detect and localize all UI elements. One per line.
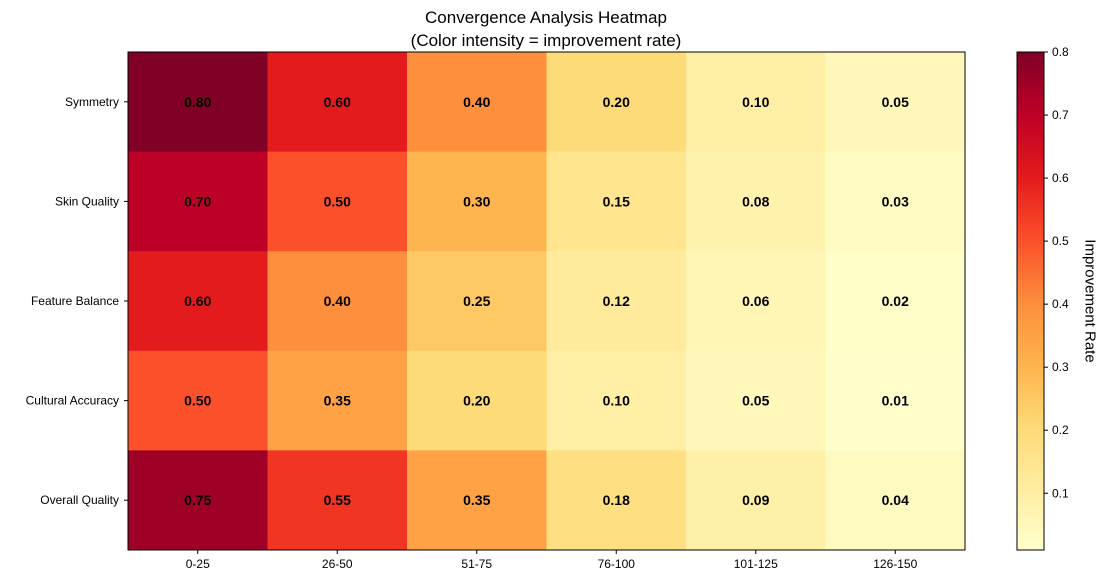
heatmap-cell: [546, 450, 687, 551]
heatmap-cell: [825, 450, 966, 551]
heatmap-cell: [128, 350, 268, 451]
heatmap-cell: [686, 450, 826, 551]
cell-value-label: 0.01: [882, 393, 909, 409]
colorbar-label: Improvement Rate: [1082, 239, 1099, 362]
heatmap-cell: [546, 151, 687, 252]
x-tick-label: 76-100: [598, 557, 636, 571]
colorbar-axis: 0.1 0.2 0.3 0.4 0.5 0.6 0.7 0.8: [1044, 45, 1069, 500]
cell-value-label: 0.55: [324, 492, 351, 508]
x-axis: 0-25 26-50 51-75 76-100 101-125 126-150: [186, 550, 918, 571]
cell-value-label: 0.60: [324, 94, 351, 110]
cell-value-label: 0.30: [463, 193, 490, 209]
cell-value-label: 0.09: [742, 492, 769, 508]
colorbar-tick-label: 0.1: [1052, 486, 1069, 500]
cell-value-label: 0.12: [603, 293, 630, 309]
cell-value-label: 0.15: [603, 193, 630, 209]
heatmap-cell: [546, 350, 687, 451]
y-axis: Symmetry Skin Quality Feature Balance Cultu…: [26, 95, 128, 507]
heatmap-cells: [128, 52, 966, 551]
heatmap-cell: [686, 251, 826, 352]
colorbar-tick-label: 0.2: [1052, 423, 1069, 437]
cell-value-label: 0.10: [603, 393, 630, 409]
heatmap-cell: [825, 251, 966, 352]
heatmap-cell: [267, 350, 408, 451]
cell-value-label: 0.25: [463, 293, 490, 309]
cell-value-label: 0.10: [742, 94, 769, 110]
heatmap-cell: [825, 151, 966, 252]
x-tick-label: 51-75: [461, 557, 492, 571]
heatmap-cell: [407, 450, 547, 551]
cell-value-label: 0.70: [184, 193, 211, 209]
heatmap-cell: [407, 151, 547, 252]
cell-value-label: 0.60: [184, 293, 211, 309]
cell-value-label: 0.80: [184, 94, 211, 110]
y-tick-label: Cultural Accuracy: [26, 394, 119, 408]
cell-value-label: 0.50: [324, 193, 351, 209]
heatmap-cell: [267, 52, 408, 153]
cell-value-label: 0.02: [882, 293, 909, 309]
heatmap-cell: [267, 151, 408, 252]
cell-value-label: 0.20: [463, 393, 490, 409]
cell-value-label: 0.35: [324, 393, 351, 409]
heatmap-cell: [686, 52, 826, 153]
y-tick-label: Skin Quality: [55, 194, 119, 208]
heatmap-cell-labels: 0.80 0.60 0.40 0.20 0.10 0.05 0.70 0.50 0.30 0.15…: [184, 94, 909, 508]
heatmap-cell: [267, 251, 408, 352]
cell-value-label: 0.40: [324, 293, 351, 309]
cell-value-label: 0.03: [882, 193, 909, 209]
cell-value-label: 0.18: [603, 492, 630, 508]
heatmap-cell: [686, 350, 826, 451]
cell-value-label: 0.05: [742, 393, 769, 409]
x-tick-label: 126-150: [873, 557, 917, 571]
colorbar-tick-label: 0.8: [1052, 45, 1069, 59]
x-tick-label: 0-25: [186, 557, 210, 571]
cell-value-label: 0.06: [742, 293, 769, 309]
cell-value-label: 0.05: [882, 94, 909, 110]
heatmap-cell: [128, 52, 268, 153]
chart-title: Convergence Analysis Heatmap: [425, 8, 667, 27]
y-tick-label: Symmetry: [65, 95, 119, 109]
chart-subtitle: (Color intensity = improvement rate): [411, 31, 682, 50]
heatmap-cell: [407, 251, 547, 352]
heatmap-cell: [128, 450, 268, 551]
cell-value-label: 0.08: [742, 193, 769, 209]
cell-value-label: 0.04: [882, 492, 909, 508]
y-tick-label: Overall Quality: [40, 493, 119, 507]
cell-value-label: 0.35: [463, 492, 490, 508]
colorbar-tick-label: 0.7: [1052, 108, 1069, 122]
heatmap-cell: [825, 350, 966, 451]
heatmap-cell: [546, 52, 687, 153]
heatmap-cell: [128, 251, 268, 352]
heatmap-cell: [128, 151, 268, 252]
heatmap-cell: [407, 52, 547, 153]
x-tick-label: 101-125: [734, 557, 778, 571]
cell-value-label: 0.20: [603, 94, 630, 110]
heatmap-cell: [407, 350, 547, 451]
y-tick-label: Feature Balance: [31, 294, 119, 308]
heatmap-cell: [686, 151, 826, 252]
colorbar: [1016, 51, 1045, 551]
cell-value-label: 0.40: [463, 94, 490, 110]
heatmap-cell: [267, 450, 408, 551]
colorbar-tick-label: 0.6: [1052, 171, 1069, 185]
colorbar-tick-label: 0.4: [1052, 297, 1069, 311]
cell-value-label: 0.75: [184, 492, 211, 508]
x-tick-label: 26-50: [322, 557, 353, 571]
cell-value-label: 0.50: [184, 393, 211, 409]
colorbar-tick-label: 0.3: [1052, 360, 1069, 374]
colorbar-tick-label: 0.5: [1052, 234, 1069, 248]
heatmap-cell: [546, 251, 687, 352]
heatmap-cell: [825, 52, 966, 153]
